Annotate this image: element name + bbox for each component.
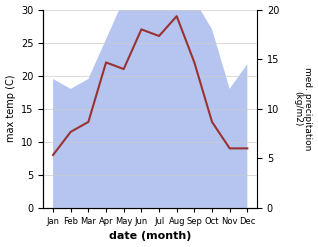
Y-axis label: max temp (C): max temp (C): [5, 75, 16, 143]
Y-axis label: med. precipitation
(kg/m2): med. precipitation (kg/m2): [293, 67, 313, 150]
X-axis label: date (month): date (month): [109, 231, 191, 242]
